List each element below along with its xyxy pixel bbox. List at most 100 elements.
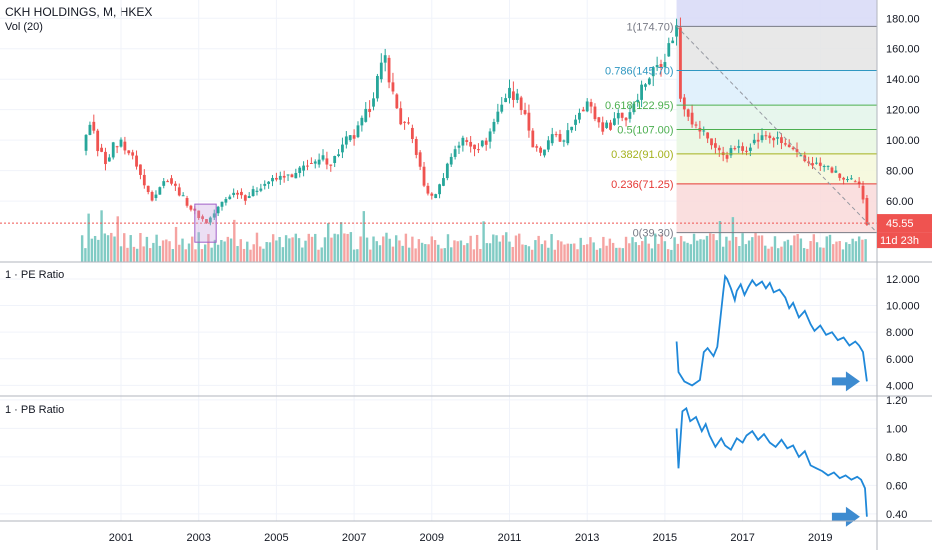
candle-body xyxy=(531,130,535,148)
volume-bar xyxy=(178,244,181,262)
candle-body xyxy=(407,122,410,124)
candle-body xyxy=(702,130,706,132)
volume-bar xyxy=(333,233,336,262)
volume-bar xyxy=(524,244,527,262)
volume-bar xyxy=(683,241,686,262)
candle-body xyxy=(344,136,348,145)
pe-ratio-panel xyxy=(675,273,868,392)
volume-bar xyxy=(378,245,382,262)
volume-bar xyxy=(427,244,430,262)
volume-bar xyxy=(738,246,741,262)
volume-bar xyxy=(754,232,757,262)
volume-bar xyxy=(453,240,456,262)
candle-body xyxy=(181,195,185,197)
pe-ratio-line xyxy=(675,273,868,387)
volume-bars xyxy=(80,210,867,262)
volume-bar xyxy=(388,238,391,262)
volume-bar xyxy=(848,243,851,262)
candle-body xyxy=(298,167,302,173)
candle-body xyxy=(651,67,655,77)
pb-ratio-label: 1 · PB Ratio xyxy=(5,404,65,416)
candle-body xyxy=(539,147,542,153)
volume-bar xyxy=(521,244,524,262)
candle-body xyxy=(410,127,414,140)
volume-bar xyxy=(281,247,285,262)
candle-body xyxy=(776,137,779,139)
volume-bar xyxy=(485,243,489,262)
candle-body xyxy=(173,183,177,186)
candle-body xyxy=(442,178,445,186)
volume-bar xyxy=(789,245,793,262)
candle-body xyxy=(383,55,387,63)
price-y-tick: 160.00 xyxy=(886,44,920,56)
candle-body xyxy=(725,155,729,159)
candle-body xyxy=(624,117,628,121)
volume-bar xyxy=(812,234,816,262)
candle-body xyxy=(139,164,142,175)
volume-bar xyxy=(87,213,90,262)
pe-y-tick: 4.000 xyxy=(886,380,914,392)
volume-bar xyxy=(641,241,644,262)
candle-body xyxy=(333,155,337,163)
volume-bar xyxy=(148,248,152,262)
candle-body xyxy=(717,147,721,151)
candle-body xyxy=(830,167,834,173)
candle-body xyxy=(515,93,519,100)
candle-body xyxy=(737,146,741,148)
candle-body xyxy=(659,63,663,67)
volume-bar xyxy=(262,248,265,262)
candle-body xyxy=(309,162,313,164)
volume-bar xyxy=(511,246,514,262)
volume-bar xyxy=(433,240,437,262)
candle-body xyxy=(484,140,488,145)
volume-bar xyxy=(197,232,200,262)
volume-bar xyxy=(129,235,132,262)
volume-bar xyxy=(226,236,230,262)
volume-bar xyxy=(84,248,87,262)
volume-bar xyxy=(242,248,246,262)
candle-body xyxy=(154,194,158,199)
candle-body xyxy=(240,191,243,196)
volume-bar xyxy=(229,238,233,262)
volume-bar xyxy=(657,243,660,262)
candle-body xyxy=(772,138,776,141)
volume-bar xyxy=(744,244,748,262)
volume-bar xyxy=(864,239,867,262)
candle-body xyxy=(337,154,340,156)
candle-body xyxy=(706,132,710,139)
volume-bar xyxy=(553,249,557,262)
volume-bar xyxy=(339,222,343,262)
candle-body xyxy=(562,140,566,142)
candle-body xyxy=(647,78,651,85)
volume-bar xyxy=(323,237,327,262)
candle-body xyxy=(628,112,632,119)
volume-bar xyxy=(673,237,676,262)
volume-bar xyxy=(440,248,443,262)
volume-bar xyxy=(845,242,848,262)
volume-bar xyxy=(582,244,586,262)
countdown-tag xyxy=(877,232,932,249)
x-tick-label: 2009 xyxy=(420,532,444,544)
fib-zone-1 xyxy=(676,26,877,71)
candle-body xyxy=(644,84,647,87)
volume-bar xyxy=(686,242,689,262)
candle-body xyxy=(601,122,605,132)
volume-bar xyxy=(679,235,683,262)
volume-bar xyxy=(456,241,459,262)
volume-bar xyxy=(832,244,835,262)
candle-body xyxy=(488,131,492,142)
candle-body xyxy=(477,149,480,151)
candle-body xyxy=(496,111,500,122)
arrow-right-icon xyxy=(831,506,860,527)
candle-body xyxy=(671,40,675,44)
candle-body xyxy=(267,181,271,184)
volume-bar xyxy=(472,249,476,262)
volume-bar xyxy=(543,240,547,262)
candle-body xyxy=(302,165,305,171)
volume-bar xyxy=(828,234,832,262)
volume-bar xyxy=(359,236,362,262)
volume-bar xyxy=(764,245,767,262)
volume-bar xyxy=(294,233,298,262)
price-y-tick: 60.00 xyxy=(886,196,914,208)
